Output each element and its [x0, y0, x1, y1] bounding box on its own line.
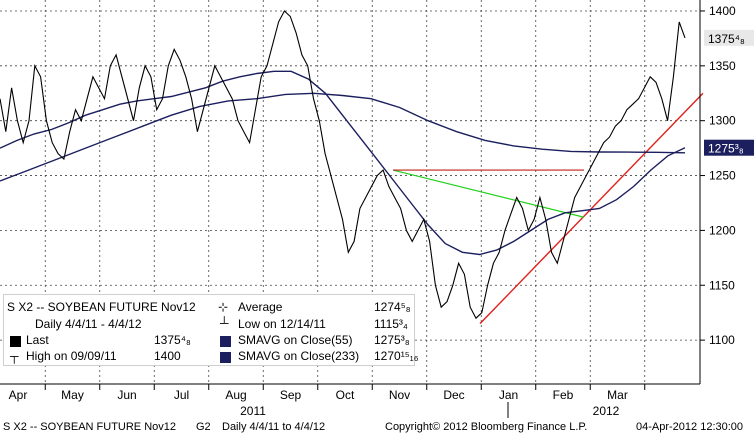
sma55-square-icon — [220, 336, 231, 347]
x-tick-label: Oct — [336, 388, 355, 402]
value-tags: 1375⁴₈ 1275³₈ — [704, 29, 754, 156]
footer-security: S X2 -- SOYBEAN FUTURE Nov12 — [3, 421, 176, 433]
average-marker-icon: ⊹ — [218, 300, 229, 314]
sma55-tag: 1275³₈ — [708, 142, 744, 156]
x-tick-label: Jun — [117, 388, 136, 402]
y-tick-label: 1100 — [709, 333, 735, 347]
x-tick-label: Feb — [553, 388, 574, 402]
sma233-line — [0, 92, 686, 182]
y-axis: 1400 1350 1300 1250 1200 1150 1100 — [699, 0, 736, 384]
x-tick-label: Mar — [607, 388, 628, 402]
legend-high-label: High on 09/09/11 — [26, 349, 117, 363]
year-label: 2012 — [593, 404, 620, 418]
last-price-tag-bg — [704, 29, 754, 46]
x-tick-label: Jan — [499, 388, 518, 402]
trendlines — [392, 92, 704, 325]
sma55-tag-bg — [704, 139, 754, 156]
x-tick-label: Nov — [389, 388, 410, 402]
legend-range: Daily 4/4/11 - 4/4/12 — [35, 317, 142, 331]
y-tick-label: 1400 — [709, 4, 736, 18]
legend-sma233-value: 1270¹⁵₁₆ — [374, 349, 419, 363]
y-tick-label: 1200 — [709, 223, 736, 237]
footer-timestamp: 04-Apr-2012 12:30:00 — [636, 421, 744, 433]
x-tick-label: Aug — [225, 388, 246, 402]
legend-avg-value: 1274⁵₈ — [374, 300, 411, 314]
legend-title: S X2 -- SOYBEAN FUTURE Nov12 — [7, 300, 196, 314]
low-marker-icon: ┴ — [220, 316, 229, 330]
price-line — [0, 10, 686, 320]
sma233-square-icon — [220, 352, 231, 363]
legend-low-value: 1115³₄ — [374, 317, 408, 331]
y-tick-label: 1150 — [709, 278, 735, 292]
y-tick-label: 1350 — [709, 59, 736, 73]
footer-g: G2 — [196, 421, 211, 433]
footer-range: Daily 4/4/11 to 4/4/12 — [222, 421, 326, 433]
y-tick-label: 1250 — [709, 169, 736, 183]
footer-copyright: Copyright© 2012 Bloomberg Finance L.P. — [385, 421, 588, 433]
x-tick-label: Sep — [280, 388, 302, 402]
series-lines — [0, 10, 686, 320]
legend-sma55-label: SMAVG on Close(55) — [238, 333, 353, 347]
legend-low-label: Low on 12/14/11 — [238, 317, 326, 331]
uptrend-line — [479, 92, 704, 325]
x-tick-label: May — [61, 388, 84, 402]
last-square-icon — [10, 336, 21, 347]
x-axis: Apr May Jun Jul Aug Sep Oct Nov Dec Jan Feb Mar 2011… — [0, 383, 700, 418]
downtrend-line — [392, 169, 585, 218]
legend-last-label: Last — [26, 333, 49, 347]
legend-sma233-label: SMAVG on Close(233) — [238, 349, 360, 363]
footer-bar: S X2 -- SOYBEAN FUTURE Nov12 G2 Daily 4/… — [0, 418, 756, 436]
y-tick-label: 1300 — [709, 114, 736, 128]
last-price-tag: 1375⁴₈ — [708, 32, 745, 46]
x-tick-label: Jul — [174, 388, 189, 402]
x-tick-label: Apr — [9, 388, 28, 402]
year-label: 2011 — [240, 404, 266, 418]
legend-box: S X2 -- SOYBEAN FUTURE Nov12 Daily 4/4/1… — [3, 294, 419, 366]
legend-avg-label: Average — [238, 300, 283, 314]
high-marker-icon: ┬ — [10, 349, 19, 363]
x-tick-label: Dec — [443, 388, 464, 402]
legend-high-value: 1400 — [154, 349, 181, 363]
legend-sma55-value: 1275³₈ — [374, 333, 410, 347]
legend-last-value: 1375⁴₈ — [154, 333, 191, 347]
